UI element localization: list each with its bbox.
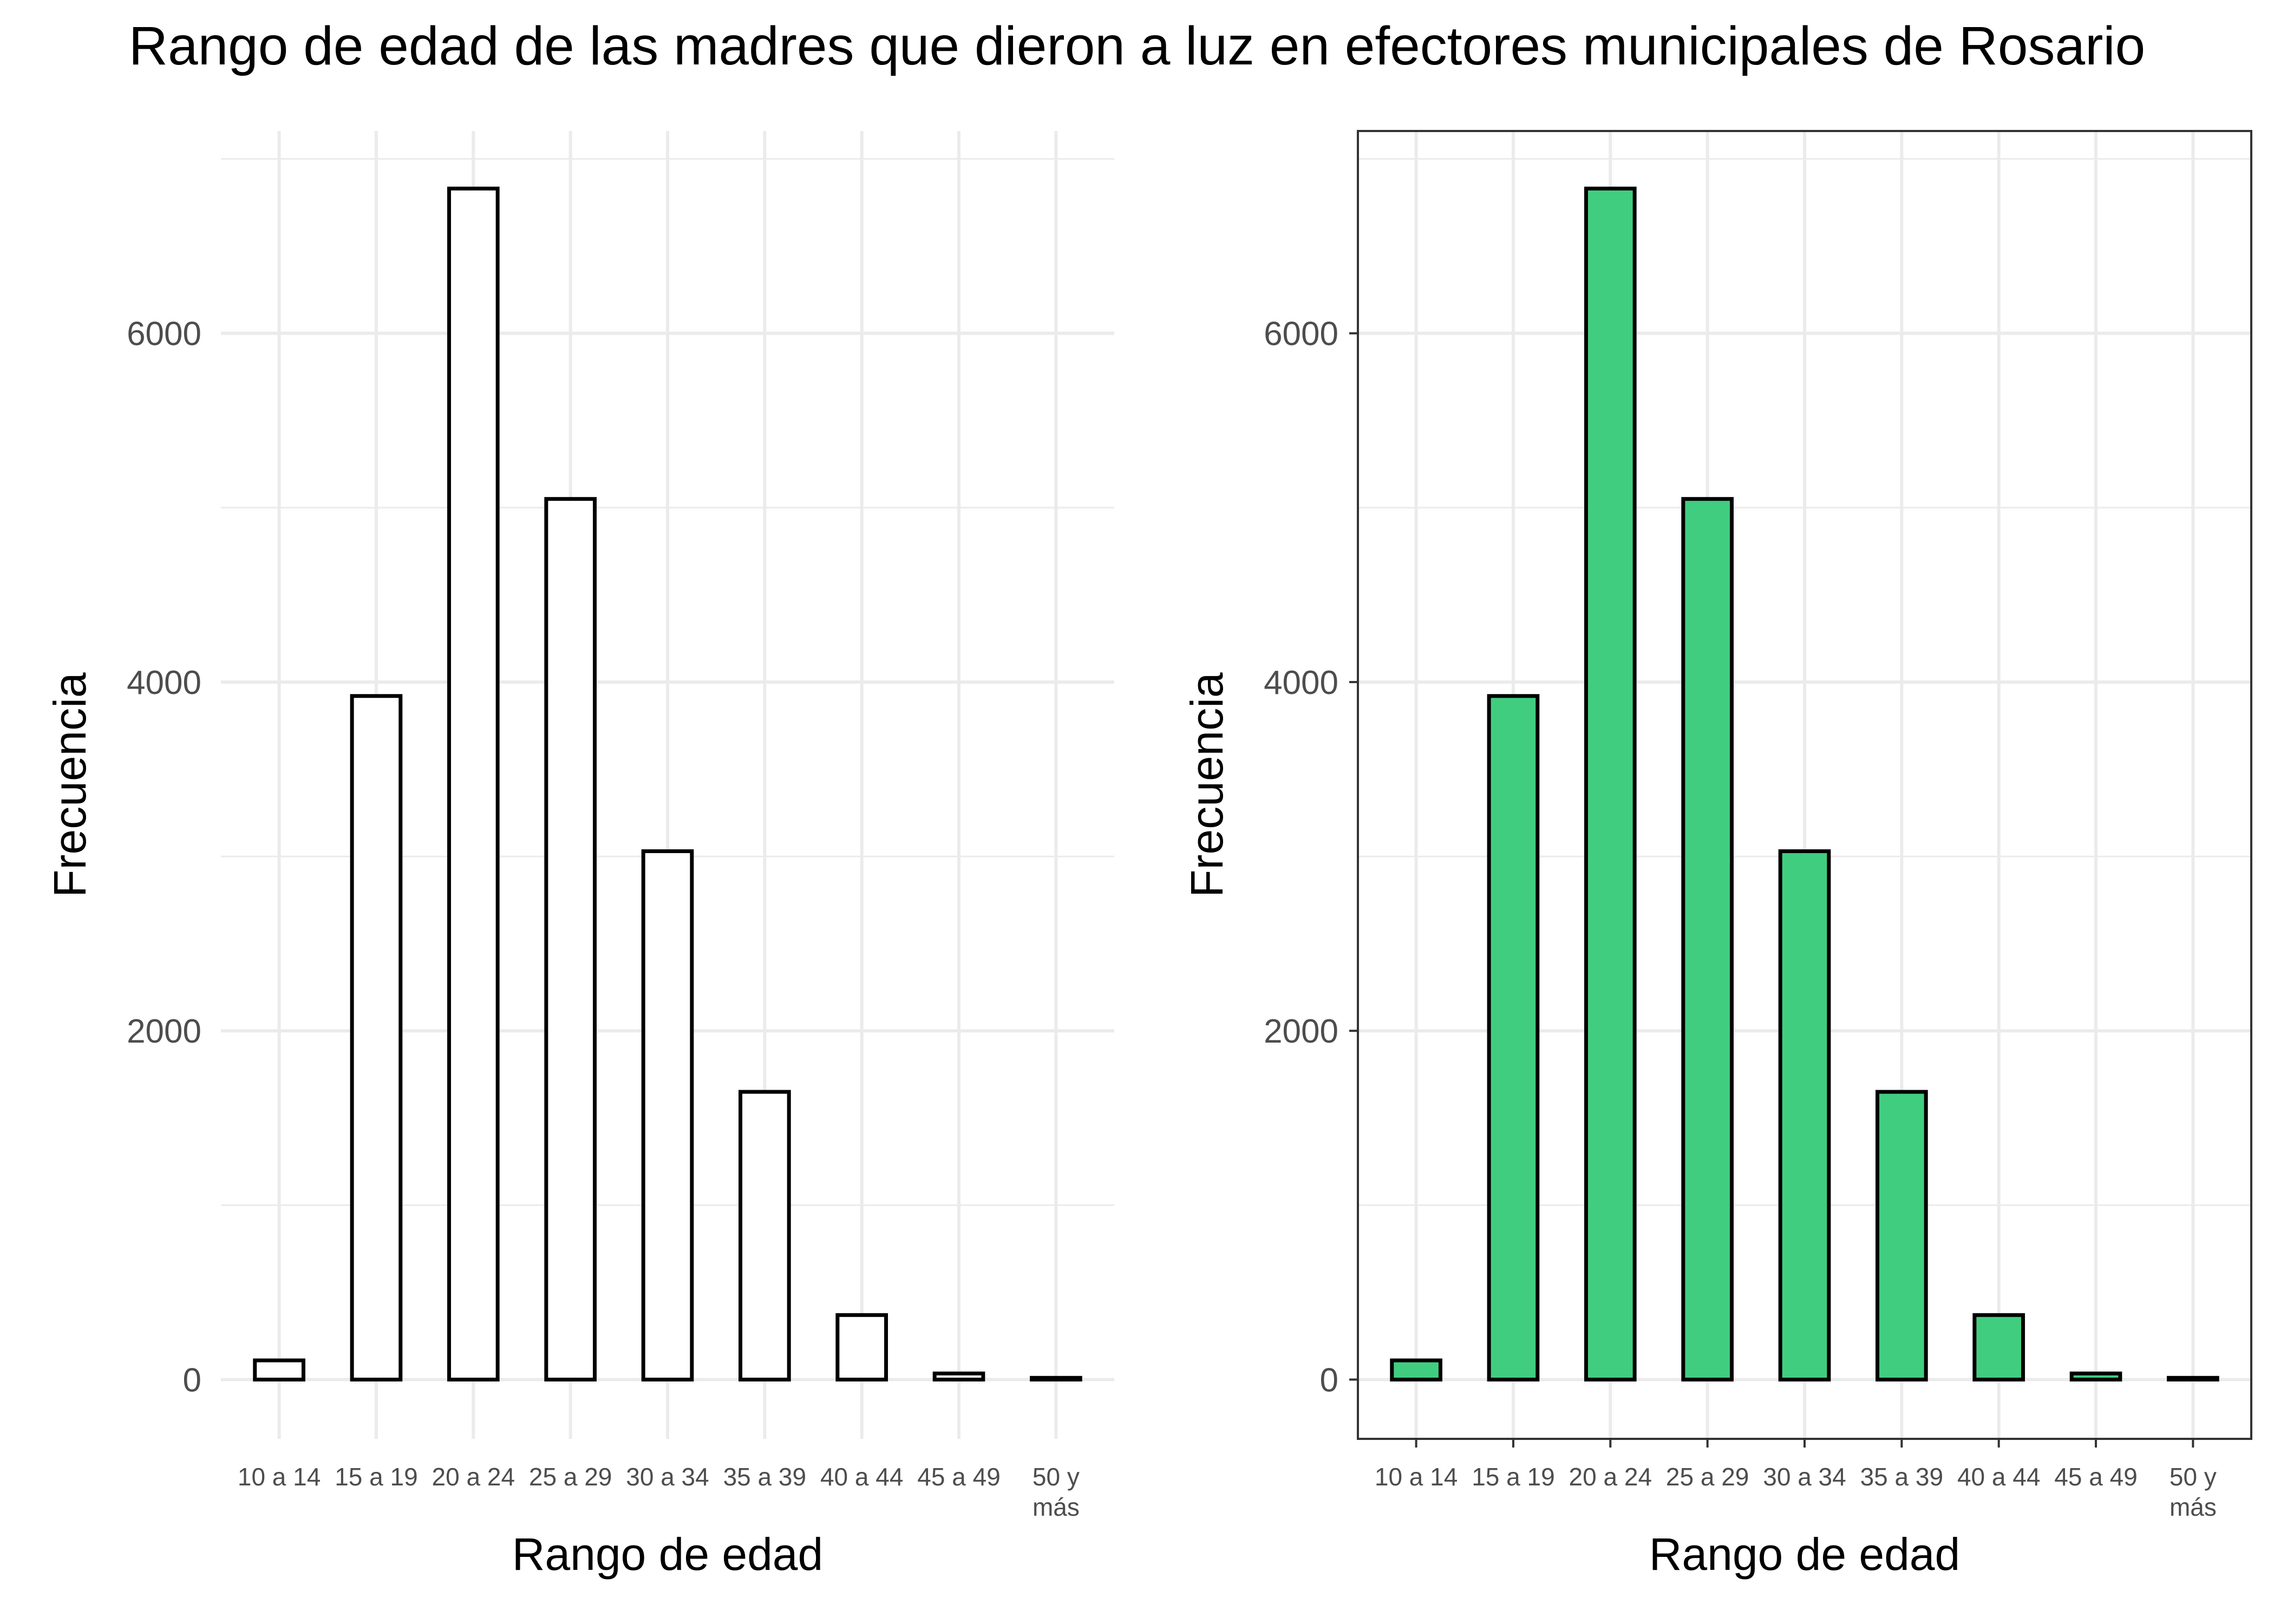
x-tick-label: 40 a 44: [1957, 1463, 2040, 1491]
bar: [1030, 1376, 1082, 1381]
x-tick-label: 45 a 49: [917, 1463, 1000, 1491]
x-tick-label: 50 y más: [2170, 1463, 2217, 1521]
x-tick-label: 45 a 49: [2054, 1463, 2137, 1491]
y-tick-label: 0: [1320, 1361, 1338, 1399]
x-tick-label: 35 a 39: [723, 1463, 806, 1491]
x-tick-label: 20 a 24: [1569, 1463, 1652, 1491]
y-tick-label: 2000: [1264, 1013, 1338, 1050]
y-tick-label: 0: [183, 1361, 201, 1399]
y-axis-title: Frecuencia: [44, 672, 95, 898]
bar-chart-left: 0 2000 4000 6000 10 a 14 15 a 19 20 a 24 25 a 2…: [44, 131, 1114, 1580]
x-tick-label: 25 a 29: [1666, 1463, 1749, 1491]
y-tick-label: 6000: [127, 316, 201, 353]
x-tick-label: 15 a 19: [1472, 1463, 1554, 1491]
x-tick-label: 30 a 34: [626, 1463, 709, 1491]
x-tick-label: 10 a 14: [238, 1463, 321, 1491]
x-tick-label: 10 a 14: [1375, 1463, 1458, 1491]
y-axis-title: Frecuencia: [1181, 672, 1232, 898]
bar: [2167, 1376, 2219, 1381]
chart-title: Rango de edad de las madres que dieron a…: [128, 16, 2146, 76]
x-tick-label: 20 a 24: [432, 1463, 515, 1491]
y-tick-label: 4000: [127, 664, 201, 702]
bar: [1487, 694, 1540, 1381]
x-tick-label: 50 y más: [1033, 1463, 1080, 1521]
x-tick-label: 25 a 29: [529, 1463, 612, 1491]
x-tick-label: 15 a 19: [335, 1463, 417, 1491]
bar: [1778, 849, 1831, 1381]
x-tick-label: 40 a 44: [820, 1463, 903, 1491]
bar: [1390, 1358, 1442, 1381]
x-axis-title: Rango de edad: [1649, 1529, 1961, 1580]
bar: [641, 849, 694, 1381]
bar: [1876, 1090, 1928, 1381]
x-tick-label: 35 a 39: [1860, 1463, 1943, 1491]
x-axis-title: Rango de edad: [512, 1529, 824, 1580]
x-tick-label: 30 a 34: [1763, 1463, 1846, 1491]
bar: [1584, 186, 1637, 1381]
bar: [932, 1371, 985, 1381]
bar: [350, 694, 403, 1381]
y-tick-label: 4000: [1264, 664, 1338, 702]
y-tick-label: 6000: [1264, 316, 1338, 353]
bar: [2069, 1371, 2122, 1381]
bar: [447, 186, 500, 1381]
bar: [739, 1090, 791, 1381]
bar: [253, 1358, 305, 1381]
bar: [835, 1313, 888, 1381]
bar: [544, 497, 597, 1381]
bar: [1972, 1313, 2025, 1381]
y-tick-label: 2000: [127, 1013, 201, 1050]
bar: [1681, 497, 1734, 1381]
bar-chart-right: 0 2000 4000 6000 10 a 14 15 a 19 20 a 24 25 a 2…: [1181, 130, 2252, 1580]
